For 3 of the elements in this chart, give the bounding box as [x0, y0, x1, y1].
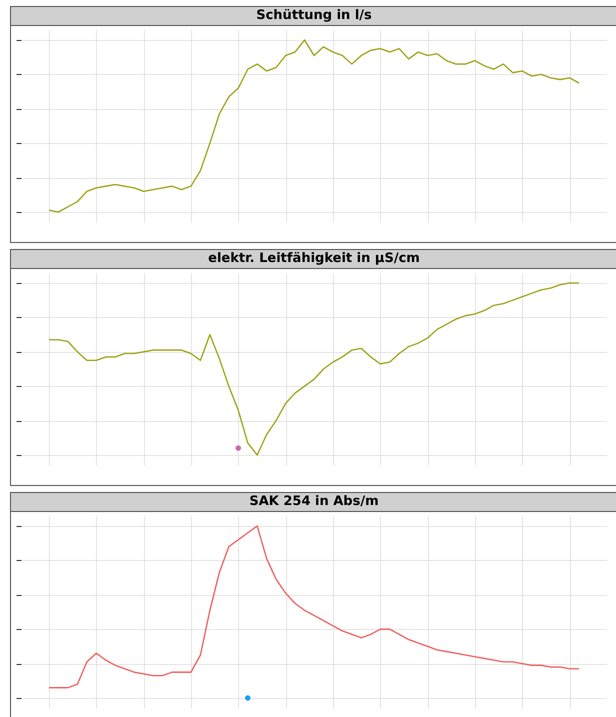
- chart-title: Schüttung in l/s: [11, 7, 616, 26]
- chart-title: elektr. Leitfähigkeit in µS/cm: [11, 250, 616, 269]
- chart-title: SAK 254 in Abs/m: [11, 493, 616, 512]
